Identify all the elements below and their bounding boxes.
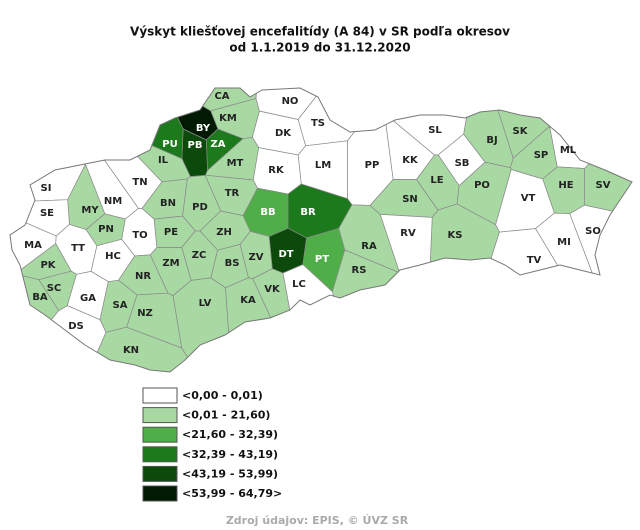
district-label: BJ bbox=[486, 135, 497, 146]
district-label: TV bbox=[527, 255, 542, 266]
legend-label: <53,99 - 64,79> bbox=[182, 487, 282, 500]
district-label: LV bbox=[199, 298, 212, 309]
district-label: VT bbox=[521, 193, 536, 204]
district-label: SO bbox=[585, 226, 601, 237]
district-labels: CA KM NO BY PB ZA PU TS DK IL MT RK LM PP SL KK SB BJ SK ML… bbox=[24, 91, 611, 356]
district-label: ML bbox=[560, 145, 577, 156]
district-label: NO bbox=[282, 96, 299, 107]
district-label: ZH bbox=[216, 227, 232, 238]
district-label: DS bbox=[68, 321, 84, 332]
district-label: NZ bbox=[137, 308, 153, 319]
district-label: TR bbox=[225, 188, 240, 199]
district-label: TS bbox=[311, 118, 325, 129]
district-label: PP bbox=[365, 160, 380, 171]
district-label: SK bbox=[513, 126, 529, 137]
district-label: SN bbox=[402, 194, 418, 205]
district-label: VK bbox=[264, 284, 281, 295]
district-label: CA bbox=[214, 91, 229, 102]
legend-swatch bbox=[142, 485, 178, 502]
district-label: KN bbox=[123, 345, 139, 356]
district-label: KM bbox=[219, 113, 237, 124]
district-label: ZC bbox=[192, 250, 207, 261]
district-label: KA bbox=[240, 295, 256, 306]
country-outline bbox=[9, 87, 633, 373]
legend-label: <43,19 - 53,99) bbox=[182, 467, 278, 480]
district bbox=[10, 305, 107, 372]
legend-swatch bbox=[142, 446, 178, 463]
district-label: TN bbox=[132, 177, 147, 188]
district-label: IL bbox=[158, 155, 169, 166]
district-label: BR bbox=[300, 207, 316, 218]
legend-label: <0,01 - 21,60) bbox=[182, 409, 270, 422]
district-label: PU bbox=[162, 139, 177, 150]
district-label: TT bbox=[71, 243, 85, 254]
district-label: PO bbox=[474, 180, 490, 191]
district-label: SB bbox=[455, 158, 470, 169]
legend-label: <21,60 - 32,39) bbox=[182, 428, 278, 441]
district-label: ZM bbox=[162, 258, 179, 269]
legend-label: <0,00 - 0,01) bbox=[182, 389, 263, 402]
district-label: KK bbox=[402, 155, 419, 166]
district-label: MY bbox=[81, 205, 99, 216]
district-label: RV bbox=[400, 228, 416, 239]
legend-swatch bbox=[142, 465, 178, 482]
district-label: TO bbox=[132, 230, 147, 241]
district-label: BA bbox=[32, 292, 48, 303]
district-label: BN bbox=[160, 198, 176, 209]
district-label: SP bbox=[534, 150, 549, 161]
district-label: BB bbox=[260, 207, 275, 218]
district-label: LC bbox=[292, 279, 306, 290]
district-label: RA bbox=[361, 241, 377, 252]
district-label: LE bbox=[430, 175, 443, 186]
district bbox=[172, 277, 233, 372]
legend-swatch bbox=[142, 426, 178, 443]
district-label: BS bbox=[225, 258, 240, 269]
district-label: SA bbox=[113, 300, 128, 311]
district-label: DT bbox=[278, 249, 293, 260]
district-label: SV bbox=[596, 180, 611, 191]
district-label: BY bbox=[196, 123, 211, 134]
title: od 1.1.2019 do 31.12.2020 bbox=[229, 41, 410, 55]
district bbox=[427, 203, 500, 372]
district-label: ZA bbox=[211, 139, 226, 150]
source: Zdroj údajov: EPIS, © ÚVZ SR bbox=[226, 514, 409, 527]
district-label: NR bbox=[135, 271, 151, 282]
district-label: MT bbox=[227, 158, 244, 169]
district-label: NM bbox=[104, 196, 122, 207]
district-label: HE bbox=[558, 180, 573, 191]
district-label: KS bbox=[448, 230, 463, 241]
district-label: RS bbox=[352, 265, 367, 276]
district-label: PN bbox=[98, 224, 114, 235]
district-label: SC bbox=[47, 283, 62, 294]
district-label: RK bbox=[268, 165, 285, 176]
district-label: DK bbox=[275, 128, 292, 139]
district-label: LM bbox=[315, 160, 331, 171]
district-label: GA bbox=[80, 293, 96, 304]
district-label: SI bbox=[41, 183, 52, 194]
district-label: MI bbox=[557, 237, 571, 248]
district-label: PT bbox=[315, 254, 329, 265]
district-label: SL bbox=[428, 125, 442, 136]
district-label: PB bbox=[188, 140, 203, 151]
district-label: SE bbox=[40, 208, 54, 219]
district-label: HC bbox=[105, 251, 121, 262]
legend-label: <32,39 - 43,19) bbox=[182, 448, 278, 461]
district-label: MA bbox=[24, 240, 42, 251]
title: Výskyt kliešťovej encefalitídy (A 84) v … bbox=[130, 25, 510, 39]
district-label: PK bbox=[40, 260, 56, 271]
legend: <0,00 - 0,01) <0,01 - 21,60) <21,60 - 32,3… bbox=[142, 387, 282, 502]
district bbox=[569, 204, 632, 372]
district-label: ZV bbox=[249, 252, 264, 263]
legend-swatch bbox=[142, 407, 178, 424]
district-label: PE bbox=[164, 227, 178, 238]
legend-swatch bbox=[142, 387, 178, 404]
district-label: PD bbox=[192, 202, 208, 213]
